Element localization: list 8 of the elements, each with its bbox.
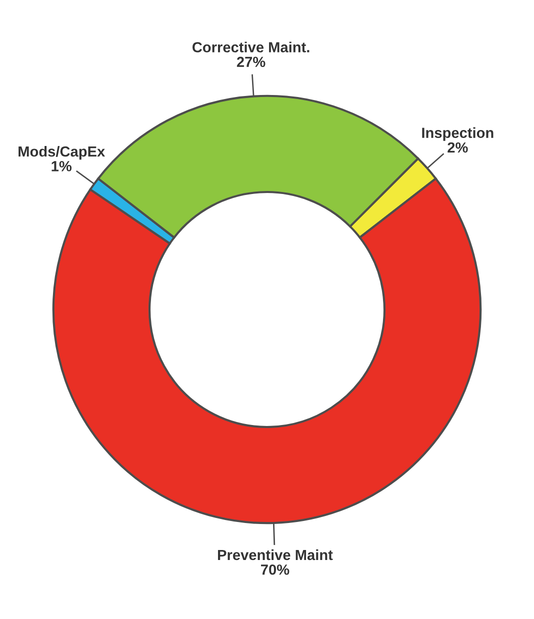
slice-label: Corrective Maint. [192, 42, 310, 52]
slice-label: Mods/CapEx [18, 146, 106, 160]
slice-label: Inspection [422, 127, 494, 141]
data-label: 1% [52, 161, 72, 172]
data-label: 27% [236, 56, 266, 68]
data-label: 70% [261, 564, 290, 575]
data-label: 2% [448, 142, 468, 153]
slice-label: Preventive Maint [218, 549, 333, 560]
